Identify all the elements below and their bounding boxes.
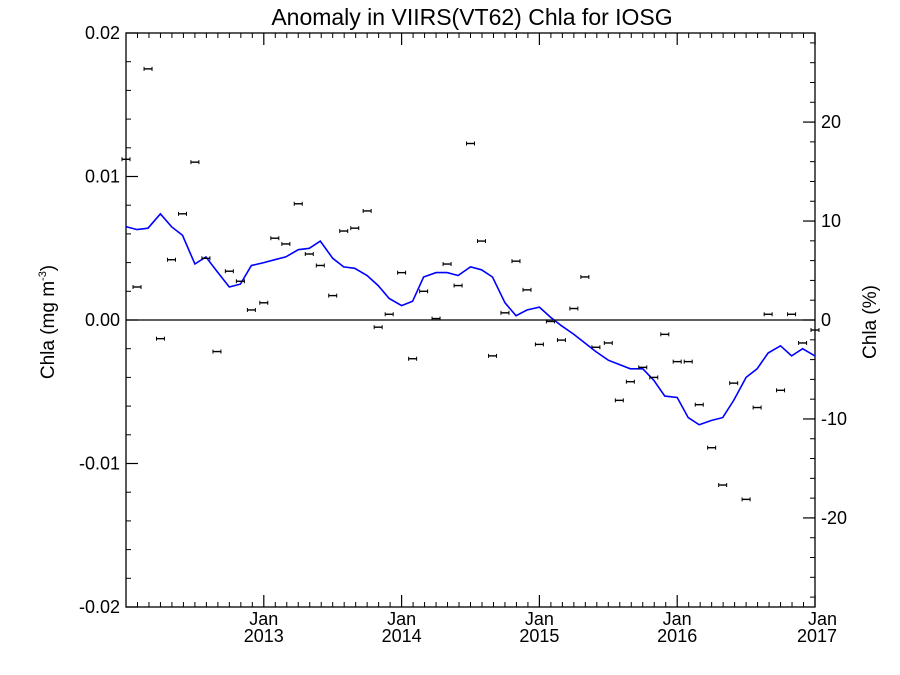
data-point: [373, 325, 383, 330]
data-point: [419, 289, 429, 294]
data-point: [752, 405, 762, 410]
data-point: [190, 160, 200, 165]
data-point: [397, 270, 407, 275]
data-point: [166, 257, 176, 262]
data-point: [259, 300, 269, 305]
y-right-tick-label: -20: [821, 508, 847, 528]
y-right-tick-label: -10: [821, 409, 847, 429]
data-point: [270, 236, 280, 241]
data-point: [776, 388, 786, 393]
data-point: [431, 316, 441, 321]
data-point: [660, 332, 670, 337]
data-point: [212, 349, 222, 354]
data-point: [304, 251, 314, 256]
data-point: [694, 402, 704, 407]
x-tick-label-month: Jan: [387, 609, 416, 629]
x-tick-label-year: 2016: [657, 626, 697, 646]
data-point: [408, 356, 418, 361]
series-line-group: [125, 212, 816, 426]
data-point: [224, 269, 234, 274]
data-point: [143, 66, 153, 71]
data-point: [556, 338, 566, 343]
y-axis-left-label-superscript: -3: [37, 271, 49, 281]
y-left-tick-label: 0.01: [85, 167, 120, 187]
data-point: [534, 342, 544, 347]
y-axis-left-label-base: Chla (mg m: [38, 281, 59, 379]
data-point: [442, 262, 452, 267]
y-right-tick-label: 0: [821, 310, 831, 330]
data-point: [763, 312, 773, 317]
y-right-tick-label: 20: [821, 112, 841, 132]
y-axis-left: 0.02 0.01 0.00 -0.01 -0.02: [79, 23, 138, 617]
x-tick-label-year: 2017: [797, 626, 837, 646]
data-point: [328, 293, 338, 298]
data-point: [511, 259, 521, 264]
data-point: [741, 497, 751, 502]
data-point: [500, 310, 510, 315]
data-point: [522, 287, 532, 292]
data-point: [235, 279, 245, 284]
data-point: [201, 256, 211, 261]
x-tick-label-month: Jan: [525, 609, 554, 629]
data-point: [246, 307, 256, 312]
y-left-tick-label: -0.01: [79, 454, 120, 474]
series-line: [125, 212, 816, 426]
data-point: [453, 283, 463, 288]
data-point: [718, 483, 728, 488]
x-tick-label-month: Jan: [808, 609, 837, 629]
data-point: [810, 328, 820, 333]
data-point: [155, 336, 165, 341]
data-point: [121, 157, 131, 162]
data-point: [603, 340, 613, 345]
data-point: [614, 398, 624, 403]
data-point: [132, 284, 142, 289]
data-point: [729, 381, 739, 386]
x-tick-label-year: 2014: [382, 626, 422, 646]
y-axis-right-label: Chla (%): [860, 285, 881, 359]
data-point: [683, 359, 693, 364]
y-left-tick-label: 0.00: [85, 310, 120, 330]
x-tick-label-year: 2015: [519, 626, 559, 646]
chart-title: Anomaly in VIIRS(VT62) Chla for IOSG: [271, 4, 672, 30]
y-axis-left-label-close: ): [38, 265, 59, 271]
data-point: [281, 241, 291, 246]
data-point: [569, 306, 579, 311]
data-point: [580, 274, 590, 279]
data-point: [350, 226, 360, 231]
y-left-tick-label: -0.02: [79, 597, 120, 617]
data-point: [477, 239, 487, 244]
y-axis-right: 20 10 0 -10 -20: [803, 42, 847, 598]
data-point: [638, 365, 648, 370]
series-points-group: [121, 66, 820, 502]
data-point: [625, 379, 635, 384]
data-point: [488, 353, 498, 358]
data-point: [591, 345, 601, 350]
x-tick-label-month: Jan: [249, 609, 278, 629]
data-point: [384, 312, 394, 317]
x-tick-label-year: 2013: [244, 626, 284, 646]
y-axis-left-label: Chla (mg m-3): [37, 265, 59, 379]
data-point: [177, 211, 187, 216]
data-point: [362, 208, 372, 213]
data-point: [787, 312, 797, 317]
x-tick-label-month: Jan: [663, 609, 692, 629]
y-right-tick-label: 10: [821, 211, 841, 231]
data-point: [545, 319, 555, 324]
data-point: [339, 229, 349, 234]
data-point: [707, 445, 717, 450]
data-point: [293, 201, 303, 206]
data-point: [798, 340, 808, 345]
data-point: [672, 359, 682, 364]
data-point: [466, 141, 475, 146]
y-left-tick-label: 0.02: [85, 23, 120, 43]
data-point: [649, 375, 659, 380]
data-point: [315, 263, 325, 268]
